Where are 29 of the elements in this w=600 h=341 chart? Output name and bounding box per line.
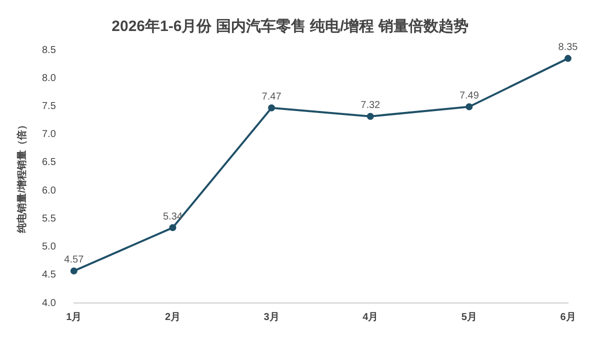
y-tick-label: 5.0	[42, 242, 56, 253]
data-label: 8.35	[558, 42, 578, 54]
point	[466, 103, 473, 110]
y-tick-label: 4.5	[42, 270, 56, 281]
y-axis-title: 纯电销量/增程销量（倍）	[16, 120, 28, 234]
chart-title: 2026年1-6月份 国内汽车零售 纯电/增程 销量倍数趋势	[112, 17, 468, 36]
x-tick-label: 3月	[264, 312, 280, 323]
data-label: 7.47	[262, 92, 282, 103]
y-tick-label: 7.5	[42, 100, 56, 112]
data-label: 7.32	[360, 100, 381, 112]
y-tick-label: 5.5	[42, 213, 56, 224]
y-tick-label: 7.0	[42, 129, 56, 140]
y-tick-label: 6.0	[42, 185, 56, 196]
y-tick-label: 8.5	[42, 44, 56, 56]
x-tick-label: 1月	[66, 312, 82, 323]
x-tick-label: 4月	[362, 312, 378, 323]
data-label: 7.49	[459, 90, 480, 102]
x-tick-label: 5月	[461, 312, 477, 323]
y-tick-label: 8.0	[42, 72, 56, 84]
x-tick-label: 6月	[560, 312, 576, 323]
y-tick-label: 6.5	[42, 157, 56, 168]
point	[366, 112, 374, 120]
point	[169, 224, 176, 232]
point	[268, 104, 276, 112]
data-label: 4.57	[64, 254, 84, 266]
point	[70, 267, 78, 274]
x-tick-label: 2月	[164, 312, 180, 323]
y-tick-label: 4.0	[42, 298, 56, 309]
point	[564, 54, 572, 62]
